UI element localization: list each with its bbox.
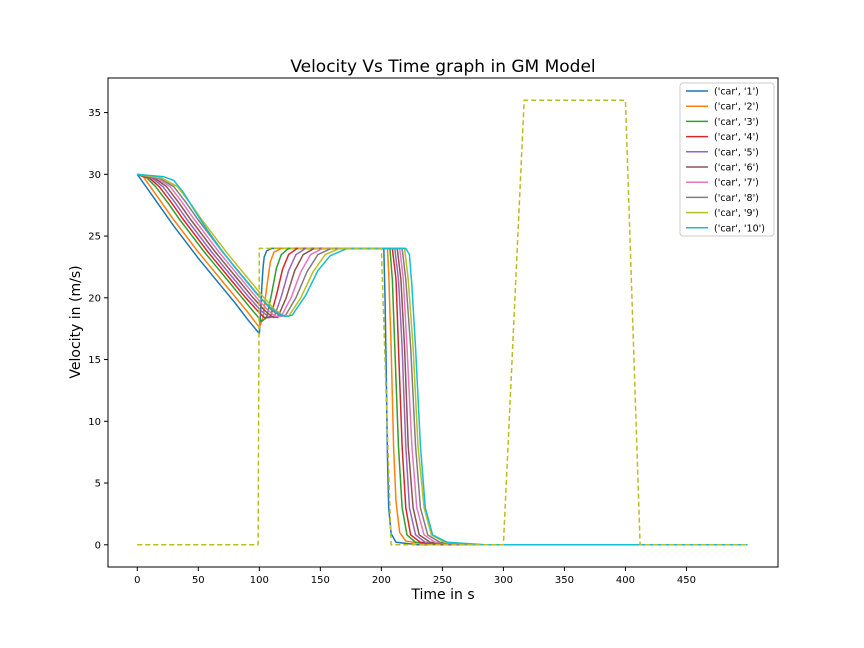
legend-label-car-8: ('car', '8') [714, 193, 759, 204]
x-tick-label: 0 [134, 575, 140, 586]
x-tick-label: 400 [616, 575, 635, 586]
plot-frame [107, 77, 779, 568]
x-tick-label: 200 [372, 575, 391, 586]
series-line-car-8 [137, 173, 748, 546]
series-line-car-6 [137, 173, 748, 546]
x-tick-label: 50 [192, 575, 205, 586]
y-tick-label: 5 [95, 479, 101, 490]
y-tick-label: 10 [88, 417, 101, 428]
legend: ('car', '1') ('car', '2') ('car', '3') ('ca… [679, 82, 775, 237]
series-line-car-5 [137, 173, 748, 546]
series-line-car-3 [137, 173, 748, 546]
y-tick-label: 0 [95, 540, 101, 551]
chart-title: Velocity Vs Time graph in GM Model [290, 57, 595, 77]
x-tick-label: 450 [677, 575, 696, 586]
x-tick-label: 300 [494, 575, 513, 586]
x-axis-label: Time in s [410, 587, 474, 603]
x-tick-label: 250 [433, 575, 452, 586]
series-line-car-4 [137, 173, 748, 546]
y-tick-label: 20 [88, 293, 101, 304]
x-tick-label: 350 [555, 575, 574, 586]
legend-label-car-10: ('car', '10') [714, 223, 765, 234]
y-tick-label: 30 [88, 170, 101, 181]
legend-label-car-4: ('car', '4') [714, 132, 759, 143]
series-line-car-7 [137, 173, 748, 546]
legend-label-car-1: ('car', '1') [714, 87, 759, 98]
series-line-car-1 [136, 173, 748, 546]
series-line-car-10 [137, 173, 748, 546]
series-line-car-9 [137, 173, 748, 546]
y-tick-label: 15 [88, 355, 101, 366]
legend-label-car-2: ('car', '2') [714, 102, 759, 113]
legend-label-car-5: ('car', '5') [714, 147, 759, 158]
legend-label-car-6: ('car', '6') [714, 163, 759, 174]
series-line-car-2 [137, 173, 748, 546]
x-tick-label: 150 [311, 575, 330, 586]
x-axis: 0 50 100 150 200 250 300 350 400 450 [134, 567, 696, 586]
y-tick-label: 35 [88, 108, 101, 119]
y-axis: 0 5 10 15 20 25 30 35 [88, 108, 108, 551]
legend-label-car-9: ('car', '9') [714, 208, 759, 219]
series-layer [136, 99, 748, 546]
reference-dashed-line [137, 99, 748, 546]
legend-label-car-7: ('car', '7') [714, 178, 759, 189]
y-axis-label: Velocity in (m/s) [68, 265, 84, 378]
y-tick-label: 25 [88, 232, 101, 243]
legend-label-car-3: ('car', '3') [714, 117, 759, 128]
x-tick-label: 100 [250, 575, 269, 586]
